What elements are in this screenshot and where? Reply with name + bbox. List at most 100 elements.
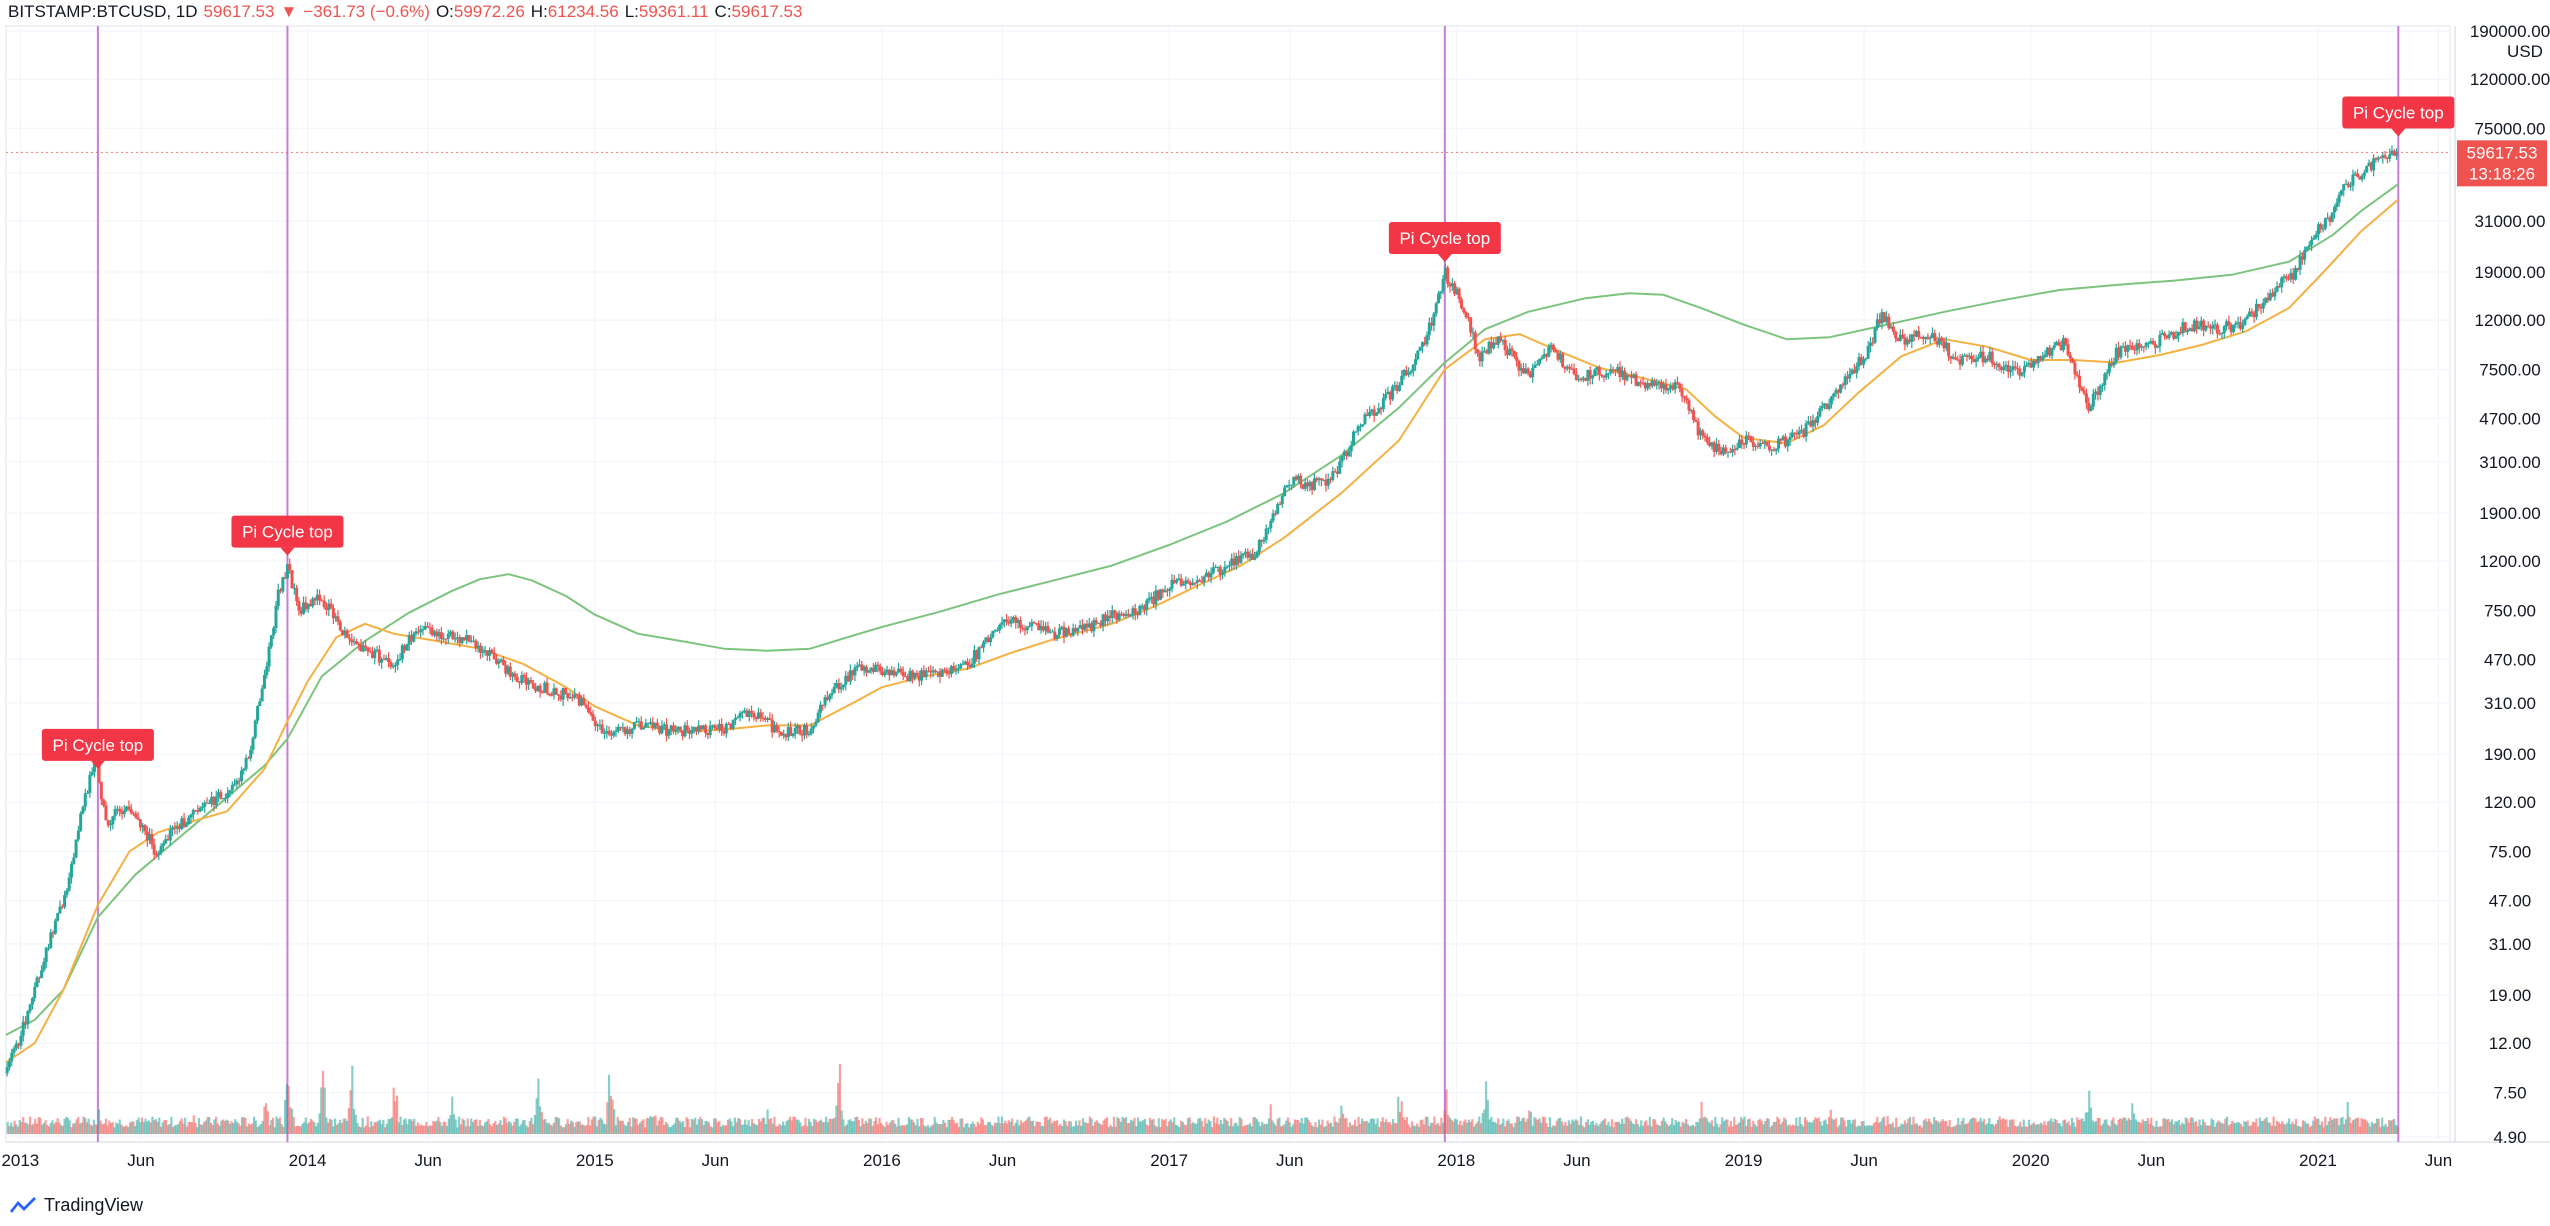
candle-body [1983, 358, 1987, 363]
volume-bar [790, 1120, 793, 1134]
volume-bar [1929, 1121, 1932, 1134]
volume-bar [149, 1122, 152, 1134]
candle-body [1935, 341, 1939, 345]
volume-bar [2312, 1120, 2315, 1134]
candle-body [485, 650, 489, 656]
volume-bar [123, 1126, 126, 1134]
tradingview-logo-icon[interactable] [8, 1195, 38, 1215]
volume-bar [2010, 1119, 2013, 1134]
volume-bar [1502, 1118, 1505, 1134]
candle-body [1439, 291, 1443, 294]
candle-body [2383, 155, 2387, 158]
candle-body [609, 734, 613, 736]
candle-body [1579, 379, 1583, 381]
candle-body [2266, 297, 2270, 301]
volume-bar [526, 1127, 530, 1134]
candle-body [1230, 558, 1234, 566]
volume-bar [1416, 1123, 1419, 1134]
candle-body [959, 664, 963, 669]
volume-bar [1271, 1120, 1274, 1134]
volume-bar [1777, 1118, 1781, 1134]
volume-bar [1455, 1119, 1458, 1134]
price-axis[interactable]: 190000.00120000.0075000.0049000.0031000.… [2457, 22, 2550, 1147]
volume-bar [313, 1122, 316, 1134]
volume-bar [1772, 1121, 1776, 1134]
volume-bar [968, 1127, 971, 1134]
candle-body [2050, 348, 2054, 356]
candle-body [1581, 377, 1585, 380]
candle-body [1018, 619, 1022, 628]
candle-body [750, 710, 754, 713]
candle-body [2339, 190, 2343, 195]
candle-body [260, 688, 264, 702]
candle-body [823, 697, 827, 706]
candle-body [1301, 484, 1305, 489]
candle-body [903, 676, 907, 678]
volume-bar [2217, 1120, 2220, 1134]
volume-bar [358, 1126, 361, 1134]
volume-bar [1667, 1126, 1670, 1134]
pi-cycle-label-pointer [280, 547, 295, 556]
candle-body [1630, 376, 1634, 378]
volume-bar [1726, 1119, 1729, 1134]
volume-bar [2163, 1118, 2167, 1134]
candle-body [972, 650, 976, 664]
y-tick-label: 190.00 [2484, 745, 2536, 764]
volume-bar [1111, 1126, 1114, 1134]
candle-body [2078, 375, 2082, 388]
volume-bar [976, 1121, 979, 1134]
volume-bar [721, 1124, 724, 1134]
volume-bar [1009, 1121, 1012, 1134]
price-change: −361.73 (−0.6%) [303, 2, 430, 21]
candle-body [115, 808, 119, 810]
volume-bar [32, 1123, 35, 1134]
volume-bar [725, 1125, 728, 1134]
volume-bar [437, 1116, 440, 1134]
volume-bar [1874, 1121, 1877, 1134]
volume-bar [788, 1116, 792, 1134]
volume-bar [2003, 1119, 2006, 1134]
candle-body [938, 671, 942, 677]
candle-body [1947, 342, 1951, 357]
candle-body [1540, 357, 1544, 360]
volume-bar [575, 1121, 578, 1134]
candle-body [1188, 582, 1192, 586]
candle-body [883, 672, 887, 676]
volume-bar [1669, 1124, 1672, 1134]
volume-bar [1555, 1120, 1558, 1134]
candle-body [2326, 217, 2330, 219]
volume-bar [2232, 1122, 2236, 1134]
volume-bar [470, 1118, 473, 1134]
volume-bar [1176, 1125, 1179, 1134]
volume-bar [1304, 1117, 1307, 1134]
pi-cycle-label-text: Pi Cycle top [53, 736, 144, 755]
symbol-title[interactable]: BITSTAMP:BTCUSD, 1D [8, 2, 198, 21]
candle-body [1880, 312, 1884, 324]
volume-bar [2207, 1125, 2210, 1134]
volume-bar [347, 1108, 350, 1134]
tradingview-brand[interactable]: TradingView [44, 1194, 144, 1215]
time-axis[interactable]: 2013 Jun 2014 Jun 2015 Jun 2016 Jun 2017 Jun 2018 J… [1, 1151, 2452, 1170]
candle-body [118, 808, 122, 812]
volume-bar [926, 1124, 929, 1134]
volume-bar [1335, 1121, 1338, 1134]
candle-body [350, 639, 354, 643]
candle-body [791, 733, 795, 736]
pi-cycle-label-box [1388, 222, 1501, 255]
down-arrow-icon: ▼ [280, 2, 298, 21]
volume-bar [411, 1120, 414, 1134]
candle-body [1388, 391, 1392, 400]
volume-bar [1226, 1120, 1229, 1134]
volume-bar [1791, 1124, 1794, 1134]
volume-bar [945, 1127, 948, 1134]
volume-bar [2224, 1118, 2227, 1134]
candle-body [885, 669, 889, 673]
candle-body [1214, 566, 1218, 568]
volume-bar [499, 1120, 502, 1134]
volume-bar [1507, 1119, 1510, 1134]
candle-body [1609, 369, 1613, 373]
volume-bar [1745, 1126, 1748, 1134]
volume-bar [799, 1122, 802, 1134]
volume-bar [234, 1119, 237, 1134]
